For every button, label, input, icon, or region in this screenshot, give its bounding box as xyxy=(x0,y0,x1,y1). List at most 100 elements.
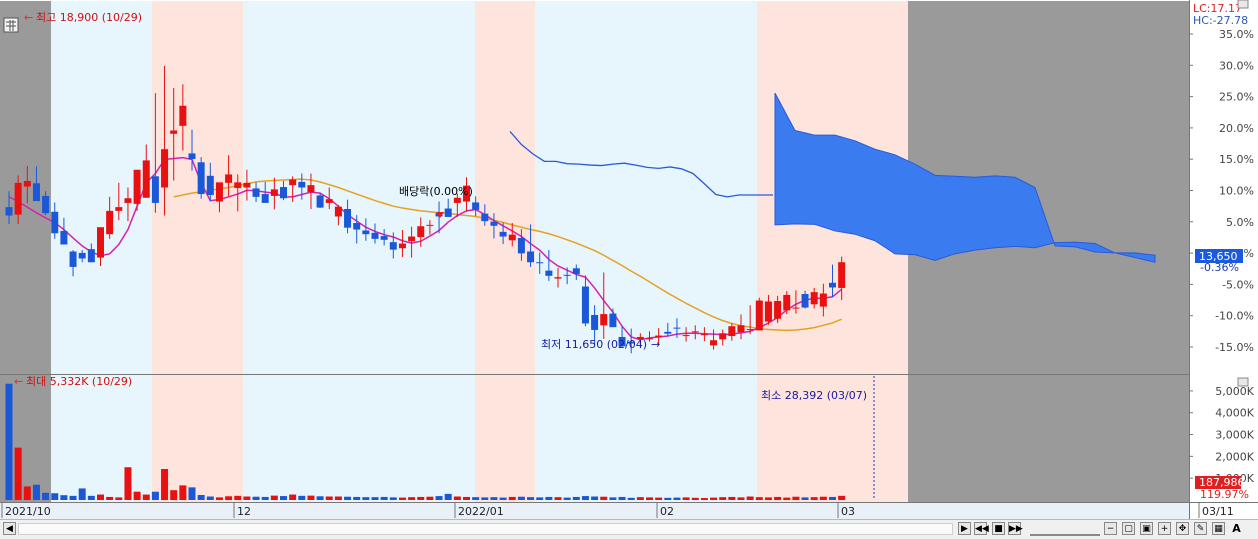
price-tick-label: -15.0% xyxy=(1215,341,1254,354)
candle xyxy=(508,234,516,241)
volume-ratio: 119.97% xyxy=(1200,488,1249,501)
date-axis: 2021/10 12 2022/01 02 03 03/11 xyxy=(1,503,1234,518)
candle xyxy=(215,182,223,202)
low-label: 최저 11,650 (02/04) xyxy=(541,338,647,351)
volume-min-label: 최소 28,392 (03/07) xyxy=(761,389,867,402)
volume-bar xyxy=(563,497,571,500)
axis-corner-button[interactable] xyxy=(1237,0,1249,9)
window-icon[interactable]: ▢ xyxy=(1122,522,1135,535)
candle xyxy=(710,340,718,346)
play-button[interactable]: ▶ xyxy=(958,522,971,535)
candle xyxy=(627,341,635,344)
volume-bar xyxy=(783,497,791,500)
volume-bar xyxy=(389,497,397,500)
candle xyxy=(691,331,699,333)
candle xyxy=(774,301,782,319)
candle xyxy=(179,105,187,126)
volume-bar xyxy=(737,497,745,500)
date-tick-label: 03/11 xyxy=(1202,505,1234,518)
candle xyxy=(23,180,31,187)
candle xyxy=(682,335,690,337)
candle xyxy=(554,277,562,279)
volume-bar xyxy=(325,496,333,500)
volume-bar xyxy=(161,469,169,500)
volume-bar xyxy=(206,496,214,500)
lagging-span-line xyxy=(509,131,773,198)
volume-bar xyxy=(463,496,470,500)
band-bottom-0 xyxy=(51,375,152,502)
volume-tick-label: 4,000K xyxy=(1215,407,1254,420)
zoom-slider[interactable] xyxy=(1030,524,1100,536)
volume-bar xyxy=(829,496,836,500)
candle xyxy=(572,268,580,274)
volume-bar xyxy=(60,495,68,500)
volume-bar xyxy=(32,484,40,500)
volume-bar xyxy=(417,496,425,500)
candle xyxy=(792,307,800,309)
price-axis: 35.0%30.0%25.0%20.0%15.0%10.0%5.0%0.0%-5… xyxy=(1189,28,1254,354)
volume-bar xyxy=(838,495,846,500)
volume-bar xyxy=(5,383,13,500)
text-tool-button[interactable]: A xyxy=(1232,522,1241,535)
candle xyxy=(188,153,196,160)
zoom-in-icon[interactable]: + xyxy=(1158,522,1171,535)
volume-bar xyxy=(426,496,434,500)
volume-corner-button[interactable] xyxy=(1237,377,1249,387)
move-icon[interactable]: ✥ xyxy=(1176,522,1189,535)
candle xyxy=(252,188,260,197)
candle xyxy=(380,236,388,240)
volume-bar xyxy=(380,496,388,500)
candle xyxy=(783,294,791,311)
volume-tick-label: 5,000K xyxy=(1215,385,1254,398)
volume-bar xyxy=(334,496,342,500)
volume-bar xyxy=(591,496,599,500)
candle xyxy=(444,208,452,217)
scroll-track[interactable] xyxy=(18,523,953,535)
candle xyxy=(133,169,141,204)
price-tick-label: -5.0% xyxy=(1222,278,1254,291)
date-tick-label: 2022/01 xyxy=(458,505,504,518)
volume-bar xyxy=(700,498,708,500)
volume-bar xyxy=(664,497,672,500)
candle xyxy=(453,197,461,203)
volume-bar xyxy=(106,496,114,500)
volume-bar xyxy=(527,497,535,500)
candle xyxy=(87,249,95,263)
grid-icon[interactable]: ▦ xyxy=(1212,522,1225,535)
volume-bar xyxy=(234,495,242,500)
candle xyxy=(197,162,205,195)
candle xyxy=(536,262,544,264)
scroll-left-button[interactable]: ◀ xyxy=(3,522,16,535)
volume-bar xyxy=(691,497,699,500)
volume-bar xyxy=(499,497,507,500)
rewind-button[interactable]: ◀◀ xyxy=(974,522,989,535)
candle xyxy=(499,231,507,237)
volume-bar xyxy=(42,492,50,500)
volume-bar xyxy=(298,495,306,500)
candle xyxy=(463,185,470,202)
candle xyxy=(69,251,77,267)
volume-bar xyxy=(51,493,59,500)
candle xyxy=(719,333,727,340)
candle xyxy=(673,327,681,329)
pen-icon[interactable]: ✎ xyxy=(1194,522,1207,535)
volume-tick-label: 3,000K xyxy=(1215,429,1254,442)
tile-icon[interactable]: ▣ xyxy=(1140,522,1153,535)
zoom-out-icon[interactable]: − xyxy=(1104,522,1117,535)
stop-button[interactable]: ■ xyxy=(992,522,1005,535)
volume-bar xyxy=(289,494,297,500)
volume-bar xyxy=(225,496,233,500)
forward-button[interactable]: ▶▶ xyxy=(1008,522,1023,535)
volume-bars xyxy=(5,383,846,500)
dividend-marker xyxy=(436,212,444,218)
candle xyxy=(655,335,663,337)
calendar-icon[interactable] xyxy=(3,17,19,33)
chart-scrollbar[interactable]: ◀ ▶ ◀◀ ■ ▶▶ − ▢ ▣ + ✥ ✎ ▦ A xyxy=(0,519,1258,539)
candle xyxy=(115,207,123,211)
stock-chart[interactable]: 35.0%30.0%25.0%20.0%15.0%10.0%5.0%0.0%-5… xyxy=(0,0,1258,519)
candle xyxy=(78,252,86,259)
volume-bar xyxy=(316,496,324,500)
volume-bar xyxy=(755,497,763,500)
candle xyxy=(591,315,599,330)
